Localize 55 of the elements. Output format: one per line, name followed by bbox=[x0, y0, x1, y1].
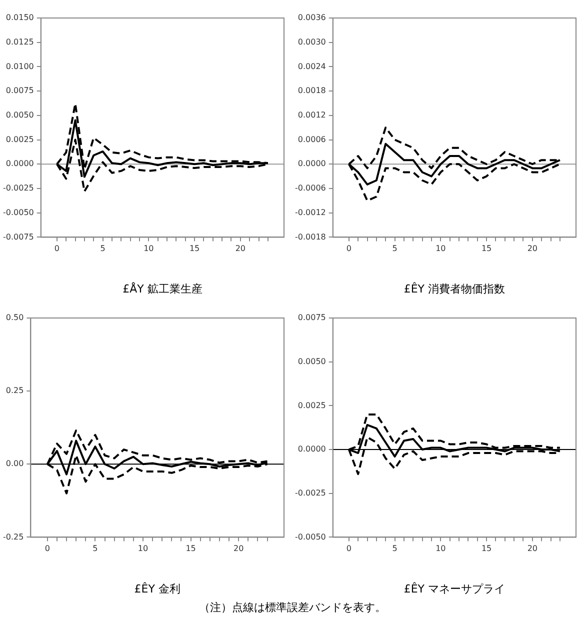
y-tick-label: 0.0036 bbox=[298, 13, 326, 22]
y-tick-label: -0.0012 bbox=[294, 208, 326, 217]
x-tick-label: 10 bbox=[138, 544, 148, 554]
x-tick-label: 20 bbox=[527, 244, 538, 254]
y-tick-label: -0.0025 bbox=[2, 184, 34, 193]
y-tick-label: 0.0025 bbox=[6, 134, 34, 144]
y-tick-label: 0.0018 bbox=[298, 86, 326, 96]
x-tick-label: 5 bbox=[100, 244, 106, 254]
y-tick-label: 0.00 bbox=[6, 459, 24, 468]
y-tick-label: 0.0025 bbox=[298, 400, 326, 410]
y-tick-label: -0.0006 bbox=[294, 184, 326, 193]
x-tick-label: 5 bbox=[392, 244, 398, 254]
y-tick-label: -0.0050 bbox=[294, 532, 326, 542]
x-tick-label: 20 bbox=[234, 544, 244, 554]
y-tick-label: 0.0100 bbox=[6, 62, 34, 71]
x-tick-label: 20 bbox=[527, 544, 538, 554]
x-tick-label: 15 bbox=[189, 244, 200, 254]
y-tick-label: 0.50 bbox=[6, 313, 24, 322]
y-tick-label: 0.0006 bbox=[298, 134, 326, 144]
x-tick-label: 0 bbox=[346, 544, 352, 554]
x-axis-title: £ÊY 金利 bbox=[134, 581, 180, 596]
x-tick-label: 5 bbox=[92, 544, 98, 554]
y-tick-label: 0.0075 bbox=[6, 86, 34, 96]
x-tick-label: 10 bbox=[144, 244, 154, 254]
x-tick-label: 15 bbox=[481, 544, 492, 554]
x-tick-label: 5 bbox=[392, 544, 398, 554]
y-tick-label: 0.0125 bbox=[6, 37, 34, 46]
x-tick-label: 0 bbox=[44, 544, 50, 554]
y-tick-label: 0.0050 bbox=[6, 110, 34, 120]
y-tick-label: -0.0050 bbox=[2, 208, 34, 217]
text: （注）点線は標準誤差バンドを表す。 bbox=[199, 601, 386, 614]
y-tick-label: -0.0025 bbox=[294, 488, 326, 498]
y-tick-label: 0.0030 bbox=[298, 37, 326, 46]
y-tick-label: 0.0012 bbox=[298, 110, 326, 120]
x-tick-label: 10 bbox=[436, 244, 446, 254]
y-tick-label: 0.0000 bbox=[298, 444, 326, 454]
x-axis-title: £ÅY 鉱工業生産 bbox=[122, 281, 202, 296]
y-tick-label: 0.0150 bbox=[6, 13, 34, 22]
y-tick-label: 0.25 bbox=[6, 386, 24, 396]
y-tick-label: -0.25 bbox=[2, 532, 24, 542]
x-tick-label: 15 bbox=[481, 244, 492, 254]
x-tick-label: 0 bbox=[346, 244, 352, 254]
y-tick-label: -0.0018 bbox=[294, 232, 326, 242]
y-tick-label: 0.0024 bbox=[298, 62, 326, 71]
y-tick-label: 0.0050 bbox=[298, 356, 326, 366]
x-axis-title: £ÊY 消費者物価指数 bbox=[404, 281, 506, 296]
y-tick-label: 0.0075 bbox=[298, 313, 326, 322]
x-tick-label: 20 bbox=[235, 244, 246, 254]
x-tick-label: 15 bbox=[186, 544, 196, 554]
x-axis-title: £ÊY マネーサプライ bbox=[404, 581, 506, 596]
y-tick-label: -0.0075 bbox=[2, 232, 34, 242]
x-tick-label: 0 bbox=[54, 244, 60, 254]
y-tick-label: 0.0000 bbox=[6, 159, 34, 168]
x-tick-label: 10 bbox=[436, 544, 446, 554]
y-tick-label: 0.0000 bbox=[298, 159, 326, 168]
